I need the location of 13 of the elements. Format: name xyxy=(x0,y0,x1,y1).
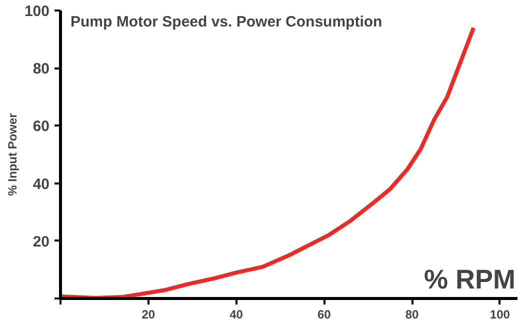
chart-title: Pump Motor Speed vs. Power Consumption xyxy=(70,14,382,30)
y-tick-label: 100 xyxy=(24,3,50,20)
x-tick-label: 60 xyxy=(317,308,332,322)
x-tick-label: 80 xyxy=(405,308,420,322)
y-tick-label: 20 xyxy=(32,233,50,250)
x-tick-label: 100 xyxy=(490,308,510,322)
y-tick-label: 60 xyxy=(32,118,50,136)
y-axis-title: % Input Power xyxy=(5,112,20,196)
x-tick-label: 20 xyxy=(142,308,156,322)
x-axis-title: % RPM xyxy=(424,264,516,294)
y-tick-label: 80 xyxy=(32,60,50,78)
x-tick-label: 40 xyxy=(230,308,244,322)
y-tick-label: 40 xyxy=(32,176,50,193)
